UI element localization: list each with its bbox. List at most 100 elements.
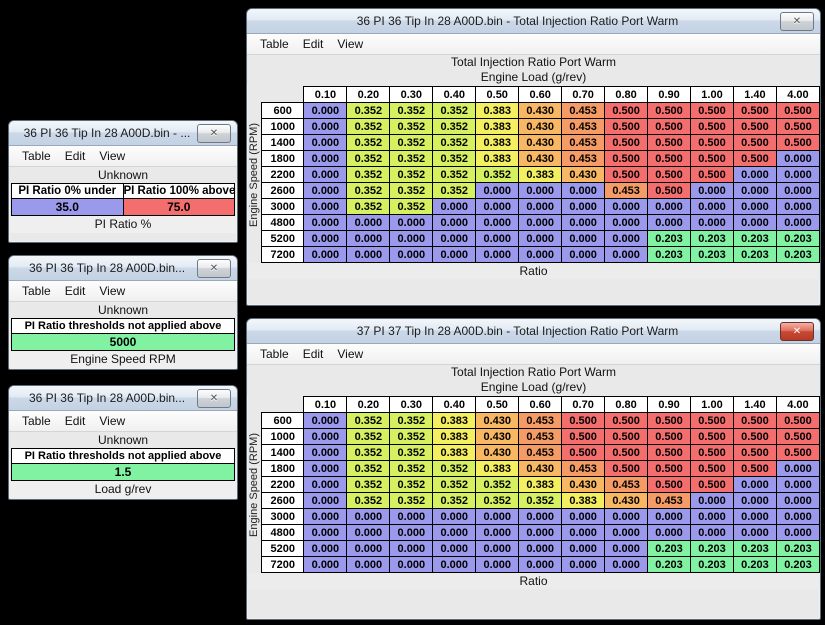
table-cell[interactable]: 0.500 — [732, 150, 777, 167]
table-cell[interactable]: 0.000 — [475, 246, 520, 263]
table-cell[interactable]: 0.352 — [389, 102, 434, 119]
menu-view[interactable]: View — [337, 37, 364, 51]
menu-view[interactable]: View — [99, 149, 126, 163]
table-cell[interactable]: 0.000 — [775, 182, 820, 199]
table-cell[interactable]: 0.000 — [389, 246, 434, 263]
table-cell[interactable]: 0.000 — [518, 556, 563, 573]
table-cell[interactable]: 0.000 — [303, 102, 348, 119]
table-cell[interactable]: 0.352 — [432, 492, 477, 509]
table-cell[interactable]: 0.352 — [346, 460, 391, 477]
menu-table[interactable]: Table — [260, 37, 289, 51]
table-cell[interactable]: 0.000 — [475, 198, 520, 215]
menu-table[interactable]: Table — [260, 347, 289, 361]
menu-view[interactable]: View — [99, 414, 126, 428]
table-cell[interactable]: 0.000 — [346, 556, 391, 573]
table-cell[interactable]: 0.500 — [647, 102, 692, 119]
table-cell[interactable]: 0.383 — [475, 150, 520, 167]
table-cell[interactable]: 0.000 — [604, 556, 649, 573]
table-cell[interactable]: 0.500 — [775, 412, 820, 429]
table-cell[interactable]: 0.000 — [475, 556, 520, 573]
table-cell[interactable]: 0.352 — [475, 166, 520, 183]
table-cell[interactable]: 0.500 — [732, 428, 777, 445]
table-cell[interactable]: 0.352 — [432, 150, 477, 167]
close-icon[interactable]: ✕ — [197, 124, 231, 143]
table-cell[interactable]: 0.000 — [432, 246, 477, 263]
table-cell[interactable]: 1.5 — [11, 463, 235, 481]
table-cell[interactable]: 0.352 — [432, 166, 477, 183]
table-cell[interactable]: 0.000 — [647, 524, 692, 541]
table-cell[interactable]: 0.500 — [690, 118, 734, 135]
table-cell[interactable]: 0.500 — [732, 412, 777, 429]
menu-edit[interactable]: Edit — [302, 37, 324, 51]
table-cell[interactable]: 0.352 — [389, 476, 434, 493]
table-cell[interactable]: 0.000 — [389, 524, 434, 541]
table-cell[interactable]: 0.000 — [303, 118, 348, 135]
table-cell[interactable]: 0.453 — [518, 412, 563, 429]
table-cell[interactable]: 0.203 — [690, 230, 734, 247]
menu-edit[interactable]: Edit — [64, 284, 86, 298]
table-cell[interactable]: 0.352 — [346, 412, 391, 429]
table-cell[interactable]: 0.430 — [518, 460, 563, 477]
table-cell[interactable]: 0.000 — [518, 230, 563, 247]
table-cell[interactable]: 0.383 — [432, 444, 477, 461]
table-cell[interactable]: 0.500 — [690, 444, 734, 461]
table-cell[interactable]: 0.000 — [775, 166, 820, 183]
table-cell[interactable]: 0.000 — [732, 166, 777, 183]
table-cell[interactable]: 0.500 — [690, 412, 734, 429]
table-cell[interactable]: 0.453 — [561, 150, 606, 167]
table-cell[interactable]: 0.352 — [389, 150, 434, 167]
table-cell[interactable]: 0.000 — [432, 214, 477, 231]
table-cell[interactable]: 0.453 — [604, 182, 649, 199]
table-cell[interactable]: 0.000 — [389, 540, 434, 557]
table-cell[interactable]: 0.000 — [389, 214, 434, 231]
table-cell[interactable]: 0.352 — [389, 118, 434, 135]
table-cell[interactable]: 0.000 — [690, 492, 734, 509]
table-cell[interactable]: 0.000 — [303, 492, 348, 509]
table-cell[interactable]: 0.000 — [604, 508, 649, 525]
table-cell[interactable]: 0.500 — [604, 444, 649, 461]
table-cell[interactable]: 0.000 — [561, 182, 606, 199]
menu-view[interactable]: View — [99, 284, 126, 298]
close-icon[interactable]: ✕ — [780, 322, 814, 341]
table-cell[interactable]: 0.352 — [389, 412, 434, 429]
table-cell[interactable]: 0.500 — [647, 476, 692, 493]
table-cell[interactable]: 0.500 — [647, 412, 692, 429]
table-cell[interactable]: 0.453 — [518, 444, 563, 461]
table-cell[interactable]: 0.352 — [518, 492, 563, 509]
table-cell[interactable]: 35.0 — [11, 198, 124, 216]
table-cell[interactable]: 0.500 — [690, 476, 734, 493]
table-cell[interactable]: 0.000 — [690, 508, 734, 525]
table-cell[interactable]: 0.383 — [475, 118, 520, 135]
menu-edit[interactable]: Edit — [64, 414, 86, 428]
table-cell[interactable]: 0.500 — [732, 102, 777, 119]
table-cell[interactable]: 0.000 — [647, 214, 692, 231]
table-cell[interactable]: 0.000 — [303, 214, 348, 231]
table-cell[interactable]: 0.430 — [561, 166, 606, 183]
table-cell[interactable]: 0.000 — [518, 508, 563, 525]
table-cell[interactable]: 0.000 — [303, 412, 348, 429]
table-cell[interactable]: 0.000 — [775, 508, 820, 525]
table-cell[interactable]: 0.383 — [475, 460, 520, 477]
table-cell[interactable]: 0.203 — [647, 246, 692, 263]
table-cell[interactable]: 0.000 — [303, 198, 348, 215]
table-cell[interactable]: 0.453 — [561, 134, 606, 151]
table-cell[interactable]: 0.000 — [561, 230, 606, 247]
table-cell[interactable]: 0.000 — [432, 524, 477, 541]
table-cell[interactable]: 0.352 — [346, 134, 391, 151]
table-cell[interactable]: 0.500 — [561, 444, 606, 461]
table-cell[interactable]: 0.352 — [346, 182, 391, 199]
table-cell[interactable]: 0.000 — [561, 540, 606, 557]
table-cell[interactable]: 0.000 — [604, 214, 649, 231]
table-cell[interactable]: 0.000 — [303, 246, 348, 263]
table-cell[interactable]: 0.000 — [732, 214, 777, 231]
table-cell[interactable]: 0.000 — [475, 540, 520, 557]
table-cell[interactable]: 0.453 — [561, 102, 606, 119]
table-cell[interactable]: 0.000 — [303, 476, 348, 493]
table-cell[interactable]: 0.352 — [389, 460, 434, 477]
table-cell[interactable]: 0.352 — [389, 198, 434, 215]
table-cell[interactable]: 0.453 — [561, 118, 606, 135]
table-cell[interactable]: 0.500 — [604, 150, 649, 167]
table-cell[interactable]: 0.500 — [604, 102, 649, 119]
table-cell[interactable]: 0.500 — [732, 460, 777, 477]
table-cell[interactable]: 0.000 — [775, 150, 820, 167]
